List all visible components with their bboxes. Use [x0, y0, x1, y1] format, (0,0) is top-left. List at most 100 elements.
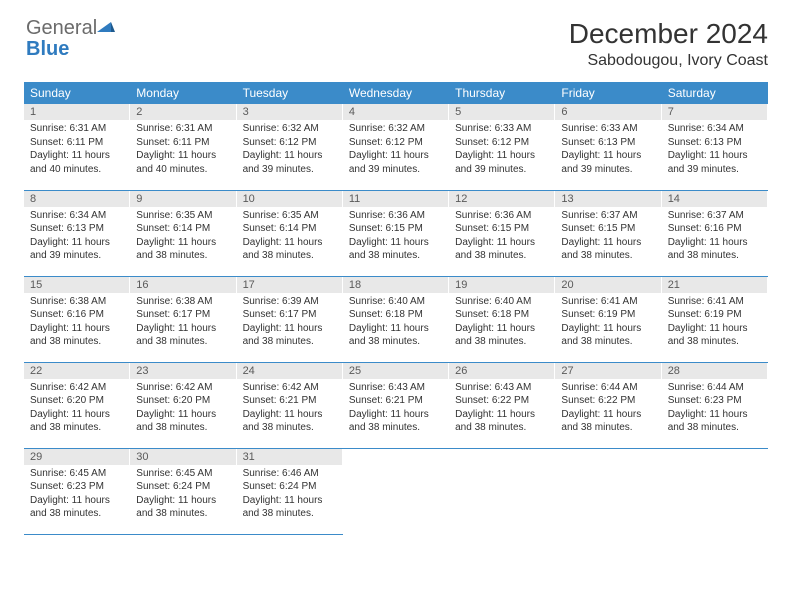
calendar-cell: 22Sunrise: 6:42 AMSunset: 6:20 PMDayligh… [24, 362, 130, 448]
calendar-cell: 3Sunrise: 6:32 AMSunset: 6:12 PMDaylight… [237, 104, 343, 190]
calendar-cell: 29Sunrise: 6:45 AMSunset: 6:23 PMDayligh… [24, 448, 130, 534]
location-label: Sabodougou, Ivory Coast [569, 52, 768, 70]
day-body: Sunrise: 6:41 AMSunset: 6:19 PMDaylight:… [555, 293, 661, 353]
weekday-header: Thursday [449, 82, 555, 104]
calendar-cell: 26Sunrise: 6:43 AMSunset: 6:22 PMDayligh… [449, 362, 555, 448]
calendar-cell: 16Sunrise: 6:38 AMSunset: 6:17 PMDayligh… [130, 276, 236, 362]
day-number: 30 [130, 449, 236, 465]
calendar-table: SundayMondayTuesdayWednesdayThursdayFrid… [24, 82, 768, 535]
day-number: 23 [130, 363, 236, 379]
day-number: 28 [662, 363, 768, 379]
calendar-cell: 8Sunrise: 6:34 AMSunset: 6:13 PMDaylight… [24, 190, 130, 276]
calendar-cell [555, 448, 661, 534]
day-number: 31 [237, 449, 343, 465]
day-number: 10 [237, 191, 343, 207]
day-body: Sunrise: 6:38 AMSunset: 6:17 PMDaylight:… [130, 293, 236, 353]
calendar-cell: 12Sunrise: 6:36 AMSunset: 6:15 PMDayligh… [449, 190, 555, 276]
day-body: Sunrise: 6:42 AMSunset: 6:20 PMDaylight:… [130, 379, 236, 439]
day-number: 25 [343, 363, 449, 379]
calendar-cell: 15Sunrise: 6:38 AMSunset: 6:16 PMDayligh… [24, 276, 130, 362]
day-number: 13 [555, 191, 661, 207]
weekday-header: Wednesday [343, 82, 449, 104]
day-body: Sunrise: 6:36 AMSunset: 6:15 PMDaylight:… [343, 207, 449, 267]
day-number: 20 [555, 277, 661, 293]
calendar-cell: 7Sunrise: 6:34 AMSunset: 6:13 PMDaylight… [662, 104, 768, 190]
day-body: Sunrise: 6:32 AMSunset: 6:12 PMDaylight:… [343, 120, 449, 180]
calendar-cell: 4Sunrise: 6:32 AMSunset: 6:12 PMDaylight… [343, 104, 449, 190]
calendar-cell: 19Sunrise: 6:40 AMSunset: 6:18 PMDayligh… [449, 276, 555, 362]
day-body: Sunrise: 6:37 AMSunset: 6:16 PMDaylight:… [662, 207, 768, 267]
day-number: 27 [555, 363, 661, 379]
day-body: Sunrise: 6:36 AMSunset: 6:15 PMDaylight:… [449, 207, 555, 267]
day-body: Sunrise: 6:41 AMSunset: 6:19 PMDaylight:… [662, 293, 768, 353]
day-number: 7 [662, 104, 768, 120]
day-body: Sunrise: 6:40 AMSunset: 6:18 PMDaylight:… [343, 293, 449, 353]
calendar-cell: 9Sunrise: 6:35 AMSunset: 6:14 PMDaylight… [130, 190, 236, 276]
day-body: Sunrise: 6:34 AMSunset: 6:13 PMDaylight:… [662, 120, 768, 180]
day-number: 1 [24, 104, 130, 120]
day-number: 8 [24, 191, 130, 207]
day-number: 29 [24, 449, 130, 465]
day-body: Sunrise: 6:31 AMSunset: 6:11 PMDaylight:… [24, 120, 130, 180]
day-body: Sunrise: 6:43 AMSunset: 6:22 PMDaylight:… [449, 379, 555, 439]
calendar-cell: 28Sunrise: 6:44 AMSunset: 6:23 PMDayligh… [662, 362, 768, 448]
day-body: Sunrise: 6:31 AMSunset: 6:11 PMDaylight:… [130, 120, 236, 180]
day-number: 11 [343, 191, 449, 207]
logo-triangle-icon [97, 20, 115, 34]
logo-text-blue: Blue [26, 38, 69, 60]
day-body: Sunrise: 6:45 AMSunset: 6:23 PMDaylight:… [24, 465, 130, 525]
calendar-cell: 5Sunrise: 6:33 AMSunset: 6:12 PMDaylight… [449, 104, 555, 190]
calendar-cell: 23Sunrise: 6:42 AMSunset: 6:20 PMDayligh… [130, 362, 236, 448]
calendar-cell: 20Sunrise: 6:41 AMSunset: 6:19 PMDayligh… [555, 276, 661, 362]
day-body: Sunrise: 6:45 AMSunset: 6:24 PMDaylight:… [130, 465, 236, 525]
day-body: Sunrise: 6:44 AMSunset: 6:23 PMDaylight:… [662, 379, 768, 439]
day-number: 21 [662, 277, 768, 293]
day-body: Sunrise: 6:35 AMSunset: 6:14 PMDaylight:… [237, 207, 343, 267]
day-body: Sunrise: 6:46 AMSunset: 6:24 PMDaylight:… [237, 465, 343, 525]
day-body: Sunrise: 6:40 AMSunset: 6:18 PMDaylight:… [449, 293, 555, 353]
day-number: 14 [662, 191, 768, 207]
day-body: Sunrise: 6:32 AMSunset: 6:12 PMDaylight:… [237, 120, 343, 180]
day-number: 15 [24, 277, 130, 293]
day-body: Sunrise: 6:34 AMSunset: 6:13 PMDaylight:… [24, 207, 130, 267]
calendar-cell: 24Sunrise: 6:42 AMSunset: 6:21 PMDayligh… [237, 362, 343, 448]
day-number: 16 [130, 277, 236, 293]
day-number: 26 [449, 363, 555, 379]
calendar-cell: 30Sunrise: 6:45 AMSunset: 6:24 PMDayligh… [130, 448, 236, 534]
logo: General Blue [24, 18, 115, 60]
day-number: 2 [130, 104, 236, 120]
day-body: Sunrise: 6:35 AMSunset: 6:14 PMDaylight:… [130, 207, 236, 267]
day-number: 19 [449, 277, 555, 293]
calendar-cell: 31Sunrise: 6:46 AMSunset: 6:24 PMDayligh… [237, 448, 343, 534]
day-body: Sunrise: 6:44 AMSunset: 6:22 PMDaylight:… [555, 379, 661, 439]
calendar-cell: 13Sunrise: 6:37 AMSunset: 6:15 PMDayligh… [555, 190, 661, 276]
calendar-cell: 17Sunrise: 6:39 AMSunset: 6:17 PMDayligh… [237, 276, 343, 362]
header: General Blue December 2024 Sabodougou, I… [24, 18, 768, 70]
weekday-header: Saturday [662, 82, 768, 104]
day-number: 24 [237, 363, 343, 379]
day-number: 17 [237, 277, 343, 293]
day-body: Sunrise: 6:43 AMSunset: 6:21 PMDaylight:… [343, 379, 449, 439]
calendar-cell: 18Sunrise: 6:40 AMSunset: 6:18 PMDayligh… [343, 276, 449, 362]
day-number: 6 [555, 104, 661, 120]
weekday-header: Friday [555, 82, 661, 104]
calendar-cell [449, 448, 555, 534]
day-body: Sunrise: 6:33 AMSunset: 6:12 PMDaylight:… [449, 120, 555, 180]
day-number: 4 [343, 104, 449, 120]
day-number: 9 [130, 191, 236, 207]
day-number: 12 [449, 191, 555, 207]
day-body: Sunrise: 6:37 AMSunset: 6:15 PMDaylight:… [555, 207, 661, 267]
day-number: 5 [449, 104, 555, 120]
day-body: Sunrise: 6:33 AMSunset: 6:13 PMDaylight:… [555, 120, 661, 180]
day-number: 3 [237, 104, 343, 120]
calendar-cell: 2Sunrise: 6:31 AMSunset: 6:11 PMDaylight… [130, 104, 236, 190]
page-title: December 2024 [569, 18, 768, 50]
calendar-cell [662, 448, 768, 534]
calendar-cell: 6Sunrise: 6:33 AMSunset: 6:13 PMDaylight… [555, 104, 661, 190]
calendar-cell: 25Sunrise: 6:43 AMSunset: 6:21 PMDayligh… [343, 362, 449, 448]
weekday-header: Sunday [24, 82, 130, 104]
day-body: Sunrise: 6:42 AMSunset: 6:20 PMDaylight:… [24, 379, 130, 439]
day-number: 18 [343, 277, 449, 293]
day-number: 22 [24, 363, 130, 379]
calendar-cell: 21Sunrise: 6:41 AMSunset: 6:19 PMDayligh… [662, 276, 768, 362]
